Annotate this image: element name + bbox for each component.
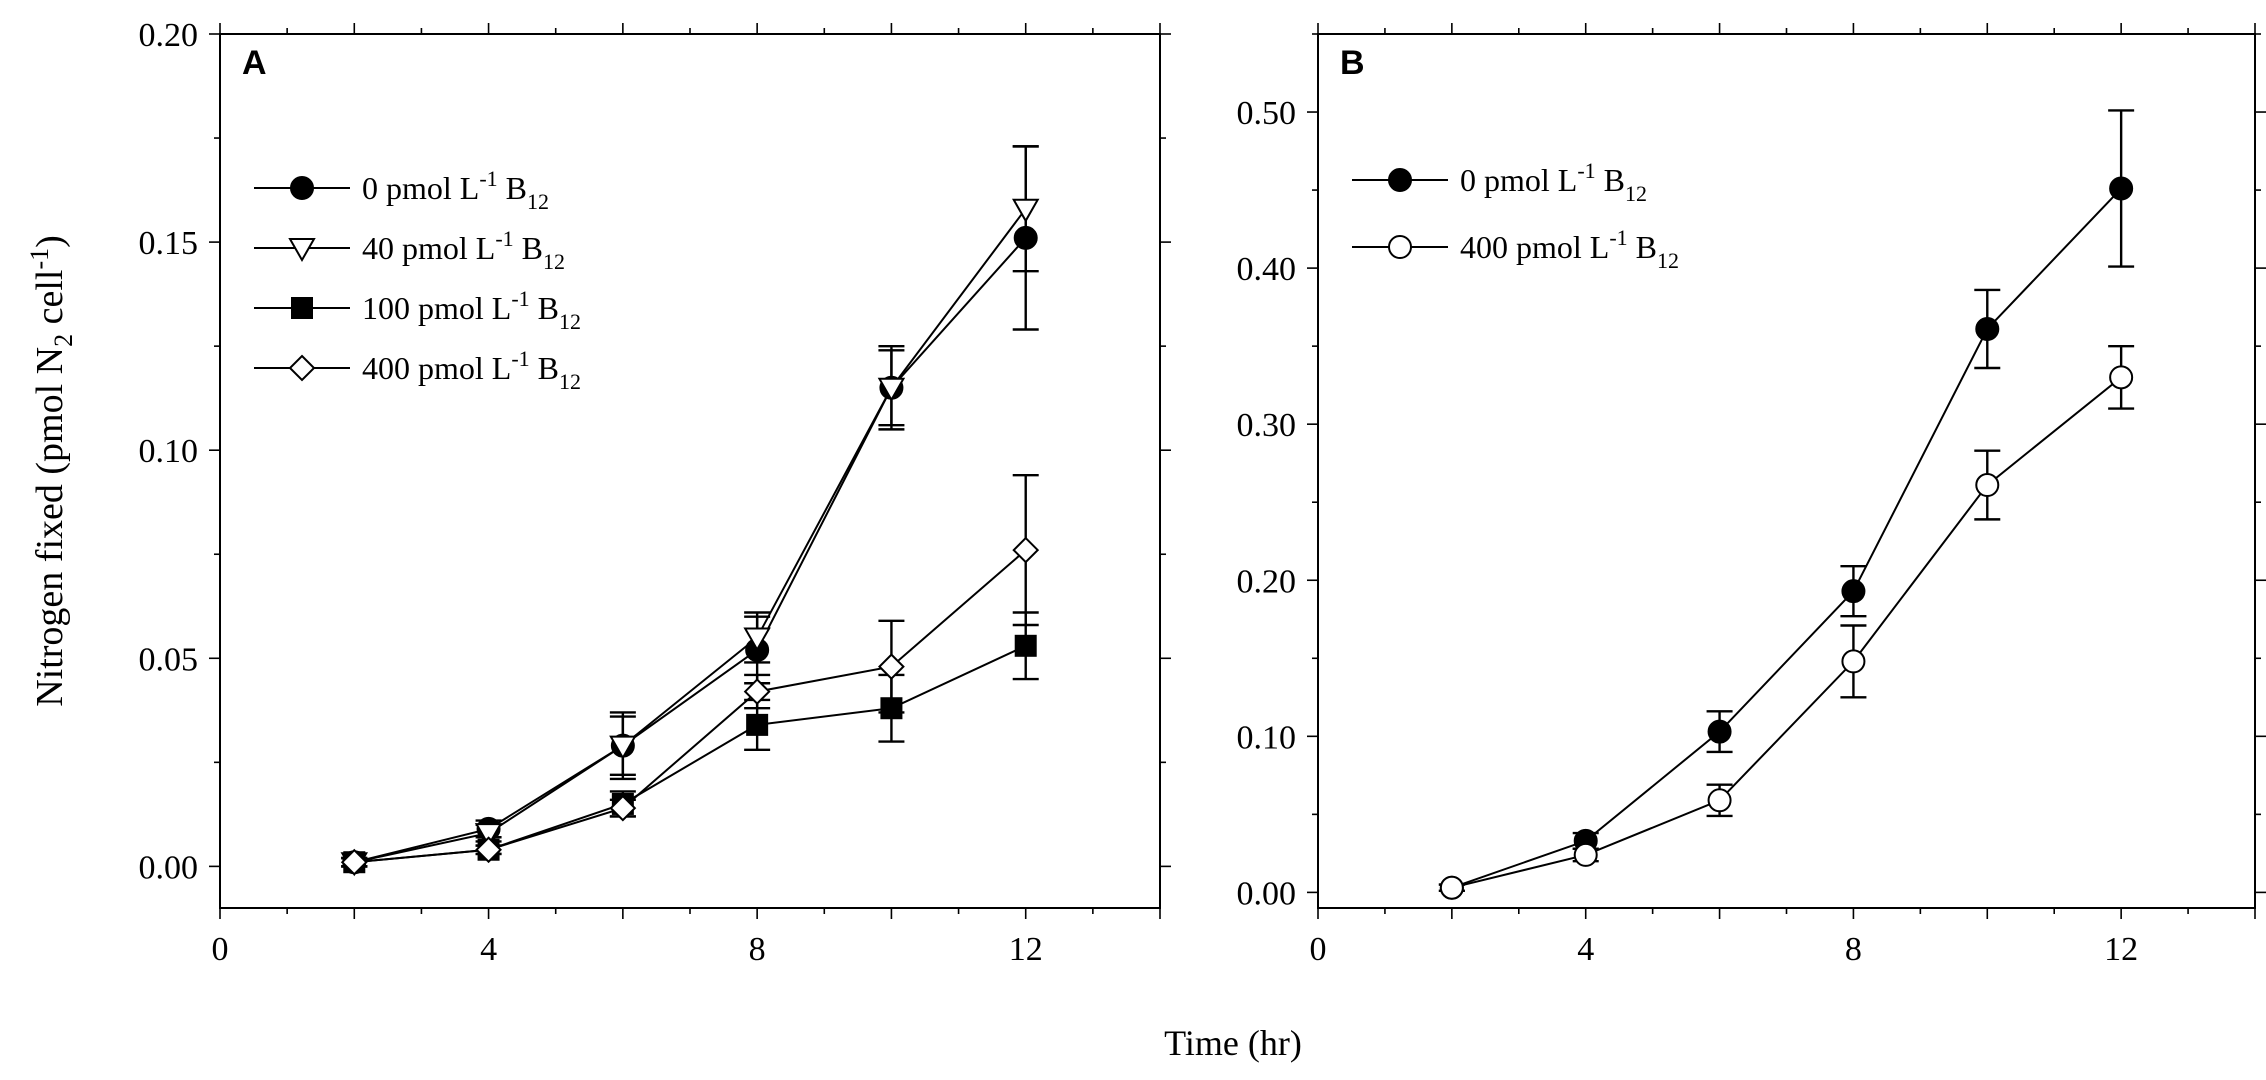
legend-label: 0 pmol L-1 B12 bbox=[362, 166, 549, 214]
y-tick-label: 0.15 bbox=[139, 225, 199, 262]
panel-b-chart: 0 4 8 12 0.00 0.10 0.20 0.30 0.40 0.50 B 0 pmol L-1… bbox=[1237, 23, 2266, 968]
x-tick-label: 4 bbox=[480, 931, 497, 968]
data-point-0 bbox=[1013, 225, 1038, 250]
data-point-1 bbox=[877, 377, 906, 402]
legend-item-0: 0 pmol L-1 B12 bbox=[1352, 158, 1647, 206]
legend-label: 0 pmol L-1 B12 bbox=[1460, 158, 1647, 206]
data-point-3 bbox=[1012, 536, 1040, 564]
data-point-1 bbox=[1573, 842, 1598, 867]
panel-a-chart: 0 4 8 12 0.00 0.05 0.10 0.15 0.20 A Nitrogen fixed… bbox=[25, 17, 1171, 968]
data-point-2 bbox=[880, 697, 903, 720]
legend-label: 400 pmol L-1 B12 bbox=[1460, 225, 1679, 273]
legend-item-0: 0 pmol L-1 B12 bbox=[254, 166, 549, 214]
data-point-1 bbox=[1011, 198, 1040, 223]
y-tick-label: 0.05 bbox=[139, 641, 199, 678]
legend-item-1: 400 pmol L-1 B12 bbox=[1352, 225, 1679, 273]
data-point-1 bbox=[1841, 649, 1866, 674]
data-point-2 bbox=[746, 713, 769, 736]
series-line-2 bbox=[354, 644, 1027, 864]
y-axis-title: Nitrogen fixed (pmol N2 cell-1) bbox=[25, 235, 78, 707]
plot-frame bbox=[219, 33, 1161, 909]
legend-item-2: 100 pmol L-1 B12 bbox=[254, 286, 581, 334]
y-tick-label: 0.50 bbox=[1237, 95, 1297, 132]
data-point-0 bbox=[1707, 719, 1732, 744]
series-line-0 bbox=[354, 237, 1027, 864]
legend-label: 400 pmol L-1 B12 bbox=[362, 346, 581, 394]
data-point-3 bbox=[475, 836, 502, 864]
data-point-3 bbox=[743, 678, 771, 705]
y-tick-label: 0.00 bbox=[139, 849, 199, 886]
legend-label: 40 pmol L-1 B12 bbox=[362, 226, 565, 274]
plot-frame bbox=[1317, 33, 2256, 909]
legend: 0 pmol L-1 B12 400 pmol L-1 B12 bbox=[1352, 158, 1679, 273]
data-point-1 bbox=[474, 823, 503, 848]
x-axis-title: Time (hr) bbox=[1164, 1023, 1302, 1063]
x-tick-label: 12 bbox=[2104, 931, 2138, 968]
x-tick-label: 0 bbox=[212, 931, 229, 968]
data-point-0 bbox=[1975, 316, 2000, 341]
legend-marker bbox=[288, 354, 316, 382]
data-point-2 bbox=[1014, 634, 1037, 657]
legend: 0 pmol L-1 B12 40 pmol L-1 B12 100 pmol L-… bbox=[254, 166, 581, 394]
data-point-1 bbox=[609, 735, 637, 760]
legend-marker bbox=[1388, 235, 1412, 259]
panel-label: A bbox=[242, 44, 267, 82]
data-point-1 bbox=[2109, 365, 2134, 390]
legend-marker bbox=[1388, 168, 1412, 192]
legend-marker bbox=[291, 297, 313, 319]
legend-marker bbox=[288, 238, 316, 263]
x-tick-label: 0 bbox=[1310, 931, 1327, 968]
x-tick-label: 8 bbox=[749, 931, 766, 968]
data-point-0 bbox=[2109, 176, 2134, 201]
data-point-1 bbox=[1707, 788, 1732, 813]
y-tick-label: 0.10 bbox=[139, 433, 199, 470]
y-tick-label: 0.00 bbox=[1237, 875, 1297, 912]
legend-label: 100 pmol L-1 B12 bbox=[362, 286, 581, 334]
legend-marker bbox=[290, 176, 314, 200]
data-point-1 bbox=[743, 627, 771, 652]
panel-label: B bbox=[1340, 44, 1365, 82]
data-point-1 bbox=[1975, 473, 2000, 498]
x-tick-label: 8 bbox=[1845, 931, 1862, 968]
y-tick-label: 0.20 bbox=[139, 17, 199, 54]
series-line-1 bbox=[354, 208, 1027, 864]
series-line-3 bbox=[354, 549, 1027, 864]
legend-item-1: 40 pmol L-1 B12 bbox=[254, 226, 565, 274]
y-tick-label: 0.10 bbox=[1237, 719, 1297, 756]
series-line-1 bbox=[1451, 376, 2122, 889]
legend-item-3: 400 pmol L-1 B12 bbox=[254, 346, 581, 394]
y-tick-label: 0.40 bbox=[1237, 251, 1297, 288]
data-point-1 bbox=[1439, 875, 1464, 900]
data-point-3 bbox=[878, 653, 905, 681]
data-point-3 bbox=[609, 794, 637, 822]
y-tick-label: 0.20 bbox=[1237, 563, 1297, 600]
data-point-3 bbox=[340, 848, 368, 876]
data-point-0 bbox=[1841, 579, 1866, 604]
x-tick-label: 4 bbox=[1577, 931, 1594, 968]
y-tick-label: 0.30 bbox=[1237, 407, 1297, 444]
series-line-0 bbox=[1451, 187, 2122, 889]
x-tick-label: 12 bbox=[1009, 931, 1043, 968]
